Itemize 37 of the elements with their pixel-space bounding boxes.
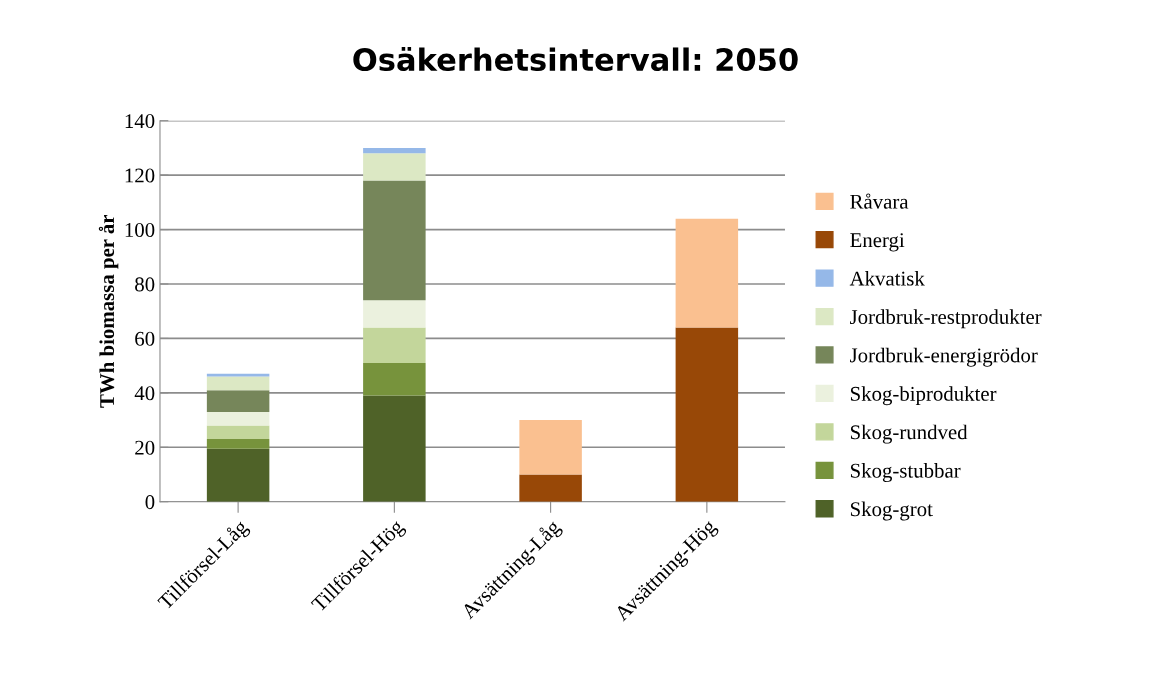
y-tick-label: 60 — [135, 331, 155, 346]
y-tick-label: 120 — [125, 168, 155, 183]
bar — [206, 376, 270, 391]
bar — [363, 327, 426, 363]
y-tick-label: 100 — [125, 222, 155, 237]
legend-label: Energi — [850, 233, 905, 252]
bar — [206, 373, 270, 377]
bar — [519, 474, 582, 502]
legend-label: Skog-biprodukter — [850, 386, 997, 406]
y-tick-label: 40 — [134, 386, 155, 401]
bar — [206, 390, 270, 412]
legend-label: Jordbruk-energigrödor — [850, 347, 1038, 367]
chart-title: Osäkerhetsintervall: 2050 — [353, 47, 798, 72]
bar — [206, 439, 270, 449]
legend-label: Skog-stubbar — [850, 463, 961, 483]
legend-label: Råvara — [850, 193, 909, 209]
y-tick-label: 20 — [135, 440, 155, 455]
y-tick-label: 140 — [125, 114, 155, 129]
bar — [519, 420, 582, 475]
y-axis-title: TWh biomassa per år — [98, 214, 119, 408]
y-tick-label: 80 — [135, 277, 155, 292]
legend-label: Skog-grot — [850, 501, 933, 521]
bar — [363, 362, 426, 396]
bar — [363, 300, 426, 328]
y-tick-label: 0 — [145, 495, 155, 510]
bar — [206, 425, 270, 440]
legend-label: Skog-rundved — [850, 424, 968, 444]
bar — [363, 153, 426, 181]
bar — [363, 180, 426, 301]
bar — [206, 448, 270, 502]
bar — [675, 327, 739, 502]
legend-label: Jordbruk-restprodukter — [850, 309, 1042, 329]
bar — [363, 147, 426, 154]
bar — [363, 395, 426, 502]
legend-label: Akvatisk — [849, 270, 925, 286]
bar — [675, 218, 739, 328]
bar — [206, 411, 270, 426]
